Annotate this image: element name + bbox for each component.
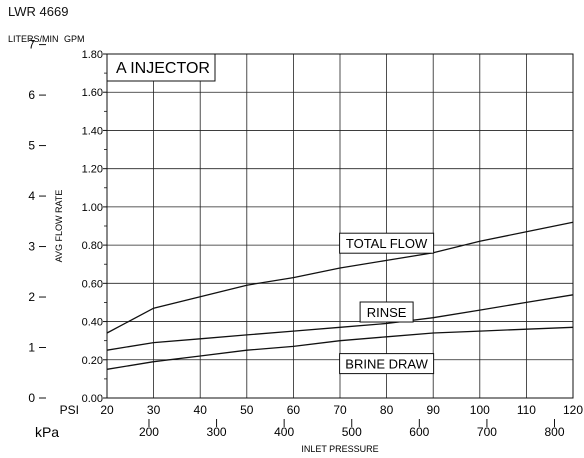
- x-tick-label-kpa: 400: [274, 425, 294, 439]
- y-tick-label-liters: 4: [28, 189, 35, 203]
- series-label-box: [339, 353, 435, 375]
- series-label: BRINE DRAW: [345, 357, 428, 372]
- x-tick-label-psi: 30: [147, 403, 161, 417]
- x-tick-label-psi: 80: [380, 403, 394, 417]
- y-tick-label-gpm: 0.40: [82, 317, 103, 329]
- series-label: RINSE: [367, 305, 407, 320]
- x-tick-label-psi: 100: [470, 403, 490, 417]
- y-axis-label: AVG FLOW RATE: [54, 190, 64, 263]
- chart-id-label: LWR 4669: [8, 4, 69, 19]
- chart-title-box: [106, 53, 216, 82]
- y-tick-label-gpm: 0.20: [82, 355, 103, 367]
- gpm-axis-header: GPM: [64, 34, 85, 44]
- kpa-unit-label: kPa: [35, 424, 59, 440]
- y-tick-label-gpm: 0.60: [82, 278, 103, 290]
- x-tick-label-psi: 110: [517, 403, 536, 417]
- x-tick-label-psi: 40: [194, 403, 208, 417]
- x-tick-label-psi: 60: [287, 403, 301, 417]
- series-line: [106, 221, 574, 334]
- x-tick-label-kpa: 800: [544, 425, 564, 439]
- chart-title: A INJECTOR: [116, 60, 210, 77]
- x-tick-label-psi: 120: [563, 403, 583, 417]
- series-label: TOTAL FLOW: [346, 236, 428, 251]
- y-tick-label-gpm: 0.00: [82, 393, 103, 405]
- x-tick-label-kpa: 500: [342, 425, 362, 439]
- x-tick-label-psi: 20: [100, 403, 114, 417]
- series-label-box: [359, 301, 414, 323]
- y-tick-label-liters: 5: [28, 139, 35, 153]
- x-tick-label-kpa: 600: [409, 425, 429, 439]
- y-tick-label-liters: 7: [28, 38, 35, 52]
- x-tick-label-psi: 90: [427, 403, 441, 417]
- x-tick-label-psi: 50: [240, 403, 254, 417]
- y-tick-label-gpm: 1.60: [82, 87, 103, 99]
- series-line: [106, 326, 574, 370]
- y-tick-label-gpm: 1.40: [82, 125, 103, 137]
- liters-axis-header: LITERS/MIN: [8, 34, 59, 44]
- x-tick-label-kpa: 700: [477, 425, 497, 439]
- y-tick-label-gpm: 1.20: [82, 164, 103, 176]
- y-tick-label-liters: 1: [28, 341, 35, 355]
- series-lines: [106, 221, 574, 370]
- psi-unit-label: PSI: [60, 403, 79, 417]
- y-tick-label-liters: 6: [28, 88, 35, 102]
- x-tick-label-kpa: 200: [139, 425, 159, 439]
- grid-lines: [107, 54, 573, 398]
- axes: 20 30 40 50 60 70 80 90 100 110 1200.000.200.400.6…: [28, 38, 583, 439]
- x-tick-label-psi: 70: [333, 403, 347, 417]
- x-tick-label-kpa: 300: [207, 425, 227, 439]
- series-label-box: [339, 232, 435, 254]
- y-tick-label-gpm: 1.80: [82, 49, 103, 61]
- series-line: [106, 294, 574, 351]
- y-tick-label-liters: 0: [28, 391, 35, 405]
- y-tick-label-gpm: 1.00: [82, 202, 103, 214]
- x-axis-label: INLET PRESSURE: [301, 444, 378, 454]
- y-tick-label-gpm: 0.80: [82, 240, 103, 252]
- y-tick-label-liters: 2: [28, 290, 35, 304]
- y-tick-label-liters: 3: [28, 240, 35, 254]
- series-labels: TOTAL FLOW RINSE BRINE DRAW: [339, 232, 435, 375]
